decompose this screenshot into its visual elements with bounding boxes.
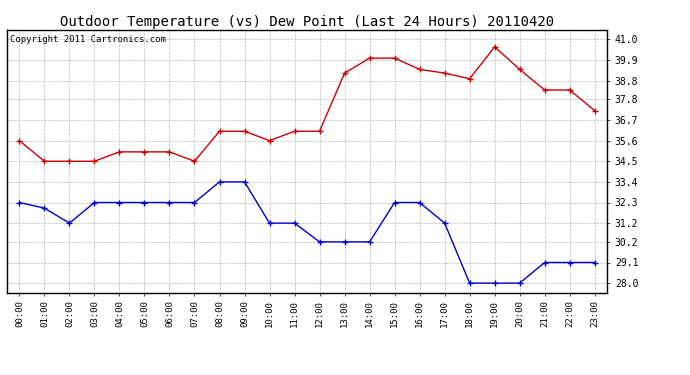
Text: Copyright 2011 Cartronics.com: Copyright 2011 Cartronics.com <box>10 35 166 44</box>
Title: Outdoor Temperature (vs) Dew Point (Last 24 Hours) 20110420: Outdoor Temperature (vs) Dew Point (Last… <box>60 15 554 29</box>
